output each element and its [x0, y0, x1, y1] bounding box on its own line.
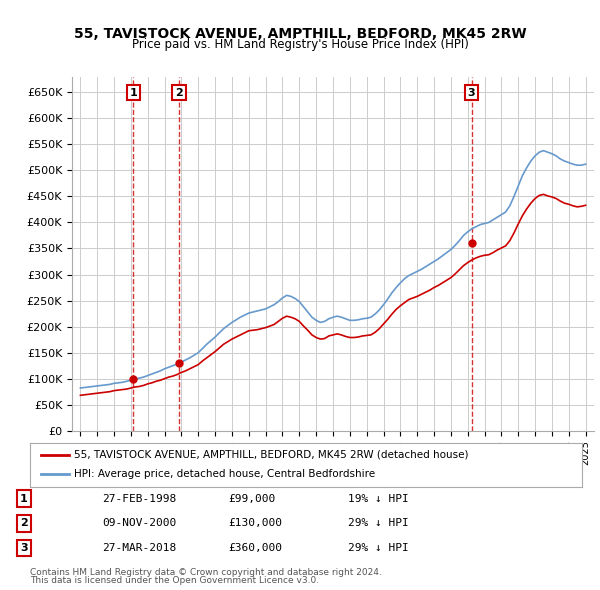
- Text: 27-FEB-1998: 27-FEB-1998: [102, 494, 176, 503]
- Text: £99,000: £99,000: [228, 494, 275, 503]
- Text: £130,000: £130,000: [228, 519, 282, 528]
- Text: 29% ↓ HPI: 29% ↓ HPI: [348, 543, 409, 553]
- Text: 55, TAVISTOCK AVENUE, AMPTHILL, BEDFORD, MK45 2RW: 55, TAVISTOCK AVENUE, AMPTHILL, BEDFORD,…: [74, 27, 526, 41]
- Text: 2: 2: [20, 519, 28, 528]
- Text: £360,000: £360,000: [228, 543, 282, 553]
- Text: Price paid vs. HM Land Registry's House Price Index (HPI): Price paid vs. HM Land Registry's House …: [131, 38, 469, 51]
- Text: 3: 3: [468, 88, 475, 97]
- Text: 3: 3: [20, 543, 28, 553]
- Text: 27-MAR-2018: 27-MAR-2018: [102, 543, 176, 553]
- Text: This data is licensed under the Open Government Licence v3.0.: This data is licensed under the Open Gov…: [30, 576, 319, 585]
- Text: 29% ↓ HPI: 29% ↓ HPI: [348, 519, 409, 528]
- Text: 1: 1: [20, 494, 28, 503]
- Text: 19% ↓ HPI: 19% ↓ HPI: [348, 494, 409, 503]
- Text: 09-NOV-2000: 09-NOV-2000: [102, 519, 176, 528]
- Text: Contains HM Land Registry data © Crown copyright and database right 2024.: Contains HM Land Registry data © Crown c…: [30, 568, 382, 577]
- Text: 2: 2: [175, 88, 183, 97]
- Text: 1: 1: [130, 88, 137, 97]
- Text: 55, TAVISTOCK AVENUE, AMPTHILL, BEDFORD, MK45 2RW (detached house): 55, TAVISTOCK AVENUE, AMPTHILL, BEDFORD,…: [74, 450, 469, 460]
- Text: HPI: Average price, detached house, Central Bedfordshire: HPI: Average price, detached house, Cent…: [74, 470, 375, 479]
